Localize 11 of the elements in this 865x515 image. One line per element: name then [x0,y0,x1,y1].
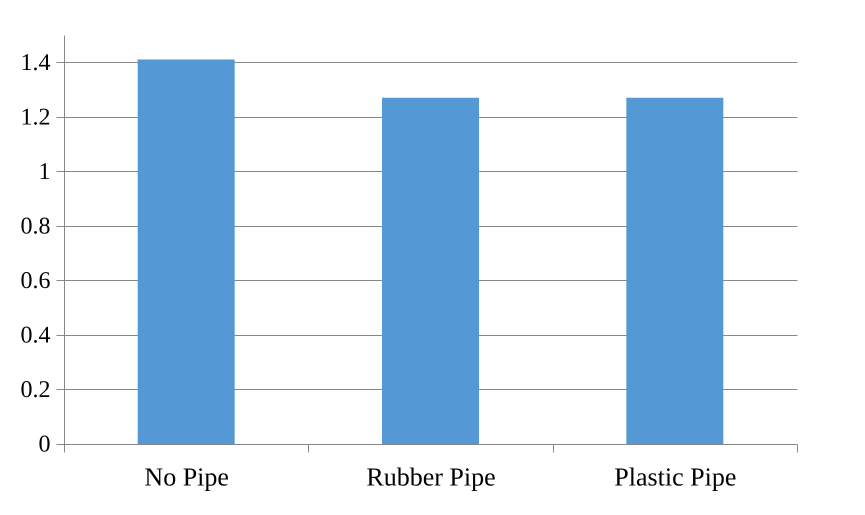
y-tick-label: 0 [38,432,50,458]
x-tick-label: Plastic Pipe [614,462,736,492]
x-tick-label: No Pipe [144,462,229,492]
y-tick-label: 1.4 [20,50,50,76]
y-tick-label: 1 [38,158,50,185]
y-tick-label: 0.8 [20,213,50,240]
y-tick-label: 0.2 [20,376,50,403]
y-tick-label: 0.6 [20,268,50,294]
y-tick-label: 0.4 [20,322,50,348]
y-tick-label: 1.2 [20,104,50,130]
x-tick-label: Rubber Pipe [366,462,496,492]
